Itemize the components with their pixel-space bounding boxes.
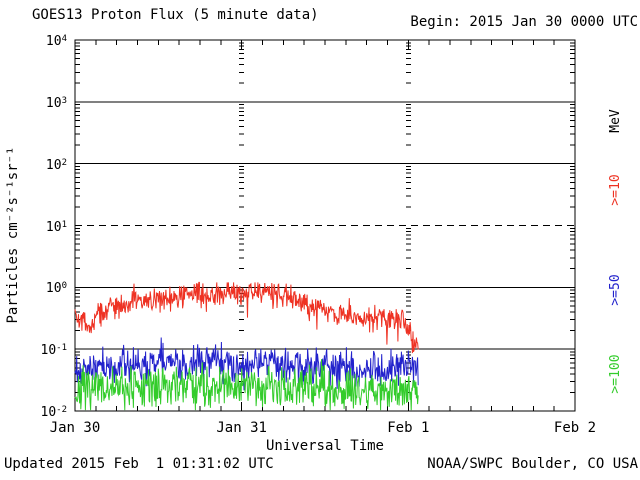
legend-label-ge100mev: >=100 [608,354,623,394]
series-trace->=10 [74,281,419,354]
y-tick-label: 100 [45,281,67,297]
series-trace->=50 [74,337,419,391]
x-tick-label: Jan 30 [49,420,101,436]
axes-grid [74,39,576,412]
y-tick-label: 101 [45,219,67,235]
x-tick-label: Jan 31 [216,420,267,436]
x-tick-label: Feb 1 [387,420,430,436]
x-axis-title: Universal Time [265,438,384,454]
y-tick-label: 10-2 [40,405,68,420]
begin-timestamp: Begin: 2015 Jan 30 0000 UTC [410,14,638,30]
y-tick-label: 102 [45,157,67,173]
source-credit: NOAA/SWPC Boulder, CO USA [427,456,638,472]
y-tick-label: 10-1 [40,343,68,359]
y-axis-title: Particles cm⁻²s⁻¹sr⁻¹ [5,146,21,324]
page-title: GOES13 Proton Flux (5 minute data) [32,7,319,23]
series-trace->=100 [74,359,419,411]
y-tick-label: 103 [45,95,67,111]
updated-timestamp: Updated 2015 Feb 1 01:31:02 UTC [4,456,274,472]
x-tick-label: Feb 2 [553,420,597,436]
y-tick-label: 104 [45,34,67,49]
